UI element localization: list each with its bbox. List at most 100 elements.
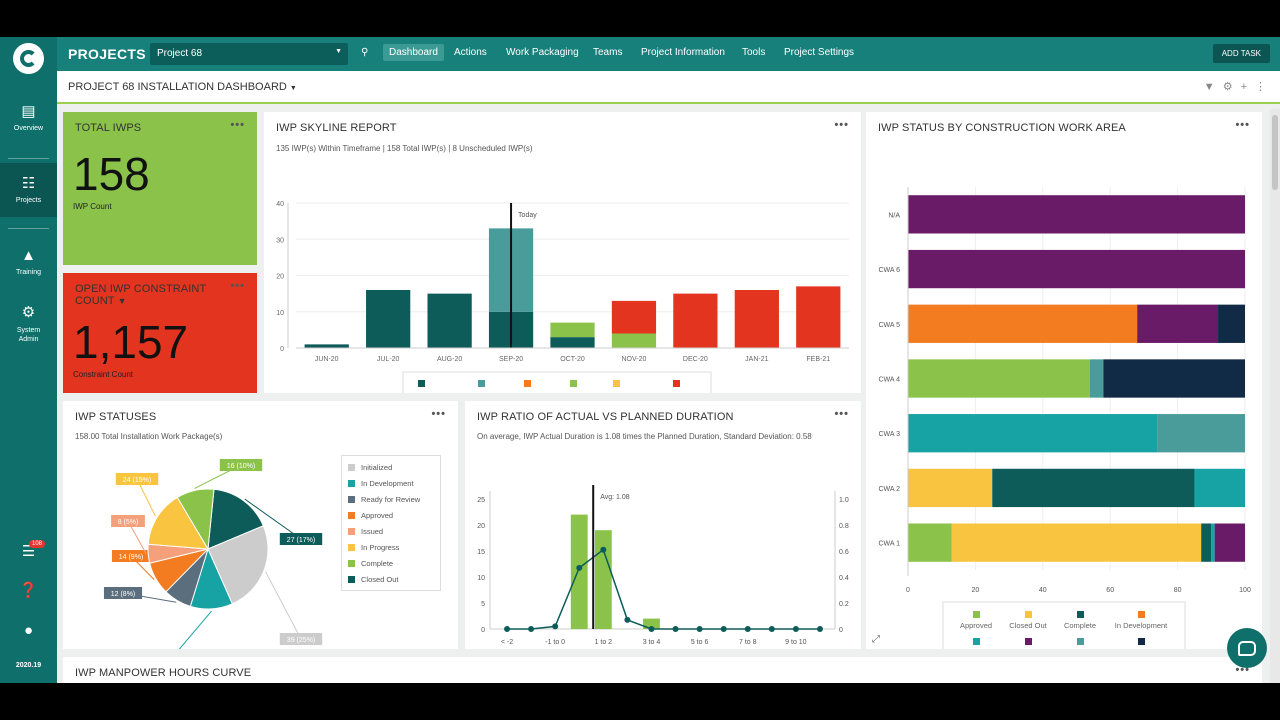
legend-label: Initialized <box>1012 648 1043 649</box>
rail-overview-label: Overview <box>13 125 44 132</box>
y-tick-label: 10 <box>276 310 284 317</box>
filter-icon[interactable]: ▼ <box>1203 81 1215 93</box>
header-tools: ▼ ⚙ + ⋮ <box>1196 80 1266 93</box>
pie-leader-line <box>244 498 302 540</box>
scrollbar-thumb[interactable] <box>1272 115 1278 190</box>
rail-user[interactable]: ● <box>0 623 57 644</box>
pie-data-label: 8 (5%) <box>118 519 139 526</box>
more-vertical-icon[interactable]: ⋮ <box>1255 81 1266 93</box>
ratio-card: IWP RATIO OF ACTUAL VS PLANNED DURATION … <box>465 401 861 649</box>
more-icon[interactable]: ••• <box>1235 119 1250 131</box>
page-scrollbar[interactable] <box>1270 109 1280 683</box>
gear-icon[interactable]: ⚙ <box>1222 81 1233 93</box>
pie-label-box <box>279 633 323 645</box>
y-tick-label: CWA 5 <box>878 322 900 329</box>
y-tick-label: CWA 3 <box>878 431 900 438</box>
bar-segment <box>908 468 993 508</box>
project-select[interactable]: Project 68 ▼ <box>150 43 348 65</box>
rail-tasks[interactable]: ☰ <box>0 544 57 565</box>
plus-icon[interactable]: + <box>1240 81 1247 93</box>
cwa-chart: 0 20 40 60 80 100 N/A CWA 6 CWA 5 CWA 4 CWA 3 CWA 2… <box>878 187 1251 649</box>
x-tick-label: 60 <box>1106 587 1114 594</box>
density-point <box>816 626 823 632</box>
pie-slice <box>207 525 269 605</box>
nav-tools[interactable]: Tools <box>742 47 766 58</box>
rail-system-admin[interactable]: ⚙ System Admin <box>0 305 57 344</box>
app-logo[interactable] <box>13 43 44 74</box>
legend-label: Issued <box>361 526 384 536</box>
legend-item: Closed Out <box>348 571 434 587</box>
y-tick-label: 0 <box>280 346 284 353</box>
more-icon[interactable]: ••• <box>230 119 245 131</box>
nav-actions[interactable]: Actions <box>454 47 487 58</box>
nav-teams[interactable]: Teams <box>593 47 623 58</box>
x-tick-label: 100 <box>1239 587 1251 594</box>
legend-swatch <box>1025 638 1032 645</box>
pie-label-box <box>103 587 143 599</box>
x-tick-label: < -2 <box>501 639 513 646</box>
bar-segment <box>992 468 1195 508</box>
nav-dashboard[interactable]: Dashboard <box>383 44 444 61</box>
more-icon[interactable]: ••• <box>834 408 849 420</box>
pie-data-label: 16 (10%) <box>227 463 255 470</box>
histogram-bar <box>594 530 612 629</box>
y2-tick-label: 0.4 <box>839 575 849 582</box>
average-label: Avg: 1.08 <box>600 494 630 501</box>
nav-project-settings[interactable]: Project Settings <box>784 47 855 58</box>
legend-item: Ready for Review <box>348 491 434 507</box>
legend-item: In Development <box>348 475 434 491</box>
density-point <box>624 616 631 623</box>
rail-training[interactable]: ▲ Training <box>0 248 57 277</box>
kpi-value: 158 <box>73 148 150 200</box>
legend-swatch <box>1138 638 1145 645</box>
bar-segment <box>1218 304 1245 343</box>
bar-segment <box>611 300 657 334</box>
rail-divider <box>8 158 49 159</box>
statuses-pie-chart: 27 (17%)39 (25%)18 (11%)12 (8%)14 (9%)8 … <box>103 459 323 649</box>
help-icon: ❓ <box>19 582 38 599</box>
y-tick-label: 20 <box>477 523 485 530</box>
rail-projects[interactable]: ☷ Projects <box>0 163 57 217</box>
histogram-bar <box>643 618 660 629</box>
add-task-button[interactable]: ADD TASK <box>1212 44 1270 63</box>
x-tick-label: NOV-20 <box>621 356 646 363</box>
y2-tick-label: 0 <box>839 627 843 634</box>
dashboard-title[interactable]: PROJECT 68 INSTALLATION DASHBOARD ▼ <box>68 81 297 93</box>
skyline-card: IWP SKYLINE REPORT ••• 135 IWP(s) Within… <box>264 112 861 393</box>
y-tick-label: CWA 2 <box>878 486 900 493</box>
search-icon[interactable]: ⚲ <box>361 47 369 58</box>
bar-segment <box>796 286 841 348</box>
rail-projects-label: Projects <box>15 197 42 204</box>
density-point <box>792 626 799 632</box>
legend-label: Ready for Review <box>1111 648 1171 649</box>
legend-frame <box>402 371 712 393</box>
bar-segment <box>908 414 1158 453</box>
y-tick-label: 15 <box>477 549 485 556</box>
chat-launcher-button[interactable] <box>1227 628 1267 668</box>
legend-swatch <box>973 638 980 645</box>
legend-swatch <box>348 559 355 567</box>
x-tick-label: FEB-21 <box>806 356 830 363</box>
bar-segment <box>1194 468 1245 508</box>
nav-work-packaging[interactable]: Work Packaging <box>506 47 579 58</box>
more-icon[interactable]: ••• <box>431 408 446 420</box>
expand-icon[interactable]: ⤢ <box>872 634 880 645</box>
nav-project-information[interactable]: Project Information <box>641 47 725 58</box>
more-icon[interactable]: ••• <box>230 280 245 292</box>
rail-help[interactable]: ❓ <box>0 583 57 604</box>
rail-overview[interactable]: ▤ Overview <box>0 104 57 133</box>
x-tick-label: SEP-20 <box>499 356 523 363</box>
kpi-label: Constraint Count <box>73 370 134 379</box>
bar-segment <box>550 322 595 338</box>
legend-swatch <box>348 479 355 487</box>
x-tick-label: 7 to 8 <box>739 639 757 646</box>
skyline-chart: 0 10 20 30 40 JUN-20 JUL-20 AUG-20 SEP-20 OCT-20 N… <box>276 201 849 393</box>
card-subtitle: 135 IWP(s) Within Timeframe | 158 Total … <box>276 144 533 153</box>
density-point <box>528 626 535 632</box>
pie-label-box <box>279 533 323 545</box>
brand-title: PROJECTS <box>68 46 146 62</box>
card-subtitle: On average, IWP Actual Duration is 1.08 … <box>477 432 812 441</box>
more-icon[interactable]: ••• <box>834 119 849 131</box>
kpi-open-constraints: OPEN IWP CONSTRAINT COUNT ▼ ••• 1,157 Co… <box>63 273 257 393</box>
bar-segment <box>908 523 952 562</box>
